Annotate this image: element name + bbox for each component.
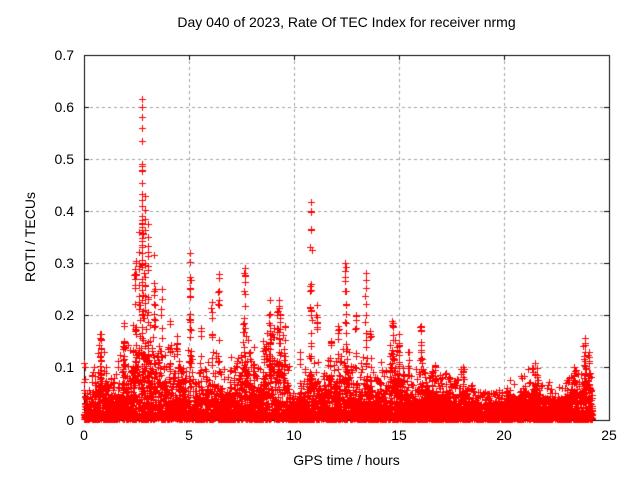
y-tick-label: 0 <box>66 412 74 428</box>
x-tick-label: 20 <box>496 427 512 443</box>
x-tick-label: 5 <box>185 427 193 443</box>
y-tick-label: 0.1 <box>54 359 74 375</box>
x-tick-label: 0 <box>80 427 88 443</box>
y-tick-label: 0.7 <box>54 47 74 63</box>
chart-title: Day 040 of 2023, Rate Of TEC Index for r… <box>177 14 516 30</box>
y-tick-label: 0.5 <box>54 151 74 167</box>
y-tick-label: 0.2 <box>54 307 74 323</box>
x-tick-label: 25 <box>601 427 617 443</box>
y-tick-label: 0.4 <box>54 203 74 219</box>
y-tick-label: 0.6 <box>54 99 74 115</box>
x-axis-label: GPS time / hours <box>293 452 400 468</box>
x-tick-label: 10 <box>286 427 302 443</box>
x-tick-label: 15 <box>391 427 407 443</box>
y-tick-label: 0.3 <box>54 255 74 271</box>
